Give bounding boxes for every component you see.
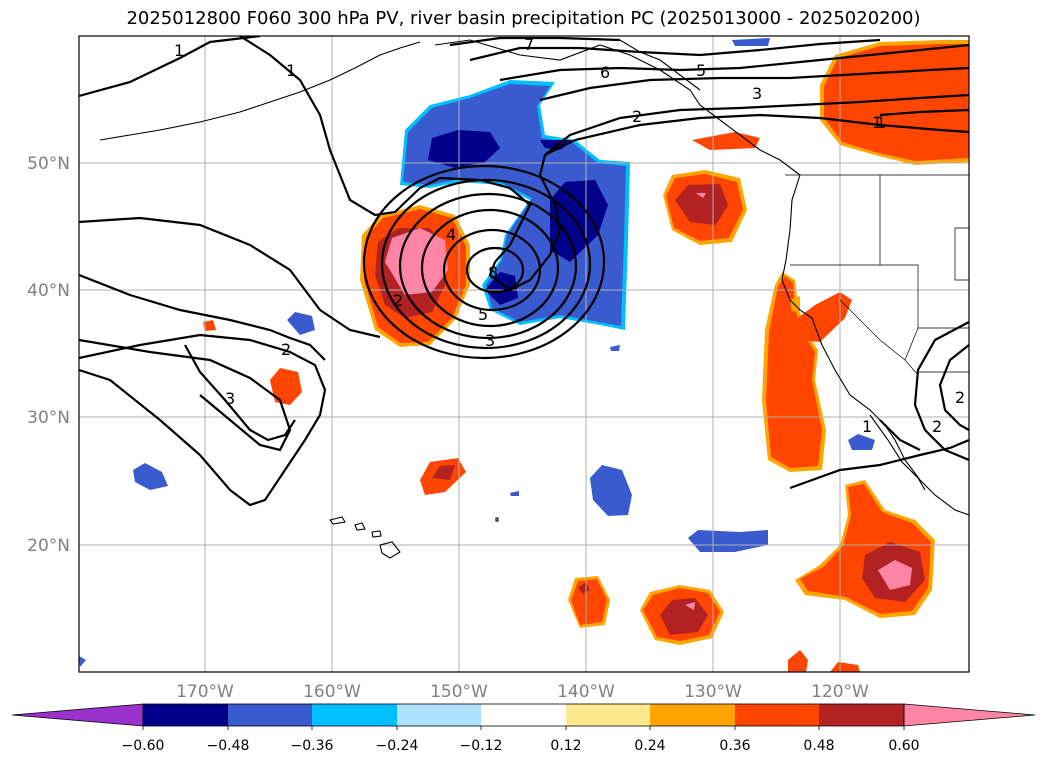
colorbar-tick-label: 0.12 — [550, 738, 581, 754]
colorbar-tick-label: −0.48 — [207, 738, 250, 754]
positive-anomaly-small-7 — [830, 662, 860, 672]
contour-label: 6 — [600, 63, 610, 82]
contour-label: 1 — [872, 113, 882, 132]
lon-label: 160°W — [303, 682, 361, 702]
contour-label: 2 — [955, 388, 965, 407]
colorbar-tick-label: 0.36 — [719, 738, 750, 754]
pv-contours — [79, 36, 969, 507]
positive-anomaly-small-5 — [640, 585, 724, 645]
contour-label: 2 — [632, 107, 642, 126]
map-title: 2025012800 F060 300 hPa PV, river basin … — [126, 8, 921, 29]
contour-label: 5 — [478, 305, 488, 324]
colorbar-segment — [228, 704, 312, 726]
positive-anomaly-central-pacific — [360, 205, 470, 347]
negative-anomaly-alaska — [732, 38, 770, 46]
contour-label: 3 — [485, 331, 495, 350]
positive-anomaly-small-2 — [203, 320, 216, 331]
positive-anomaly-mexico — [795, 480, 935, 618]
colorbar-segment — [819, 704, 904, 726]
lat-label: 50°N — [27, 154, 70, 174]
colorbar-tick-label: −0.60 — [122, 738, 165, 754]
negative-anomaly-small-8 — [79, 656, 86, 667]
colorbar-segment — [397, 704, 481, 726]
colorbar-tick-label: −0.24 — [376, 738, 419, 754]
positive-anomaly-small-6 — [788, 650, 808, 672]
contour-label: 3 — [752, 84, 762, 103]
lon-label: 150°W — [430, 682, 488, 702]
contour-label: 1 — [876, 113, 886, 132]
negative-anomaly-small-3 — [590, 465, 632, 516]
political-borders — [785, 174, 969, 376]
lon-label: 140°W — [557, 682, 615, 702]
colorbar-tick-label: 0.24 — [634, 738, 665, 754]
lat-label: 30°N — [27, 408, 70, 428]
positive-anomaly-california — [762, 272, 852, 472]
positive-anomaly-small-4 — [568, 576, 610, 628]
contour-label: 2 — [393, 291, 403, 310]
contour-label: 5 — [696, 61, 706, 80]
contour-label: 3 — [225, 389, 235, 408]
colorbar-tick-labels: −0.60 −0.48 −0.36 −0.24 −0.12 0.12 0.24 … — [122, 738, 920, 754]
negative-anomaly-small-5 — [848, 434, 875, 450]
lat-label: 40°N — [27, 281, 70, 301]
colorbar-extend-min — [11, 703, 144, 727]
lat-label: 20°N — [27, 536, 70, 556]
colorbar-tick-label: −0.36 — [291, 738, 334, 754]
lon-label: 170°W — [176, 682, 234, 702]
colorbar-segment — [735, 704, 819, 726]
negative-anomaly-small-1 — [287, 312, 315, 335]
negative-anomaly-small-7 — [610, 345, 620, 351]
map-frame — [78, 35, 970, 673]
negative-anomaly-small-4 — [688, 530, 768, 552]
positive-anomaly-small-3 — [420, 458, 466, 495]
contour-label: 2 — [932, 417, 942, 436]
pv-contour-labels: 1 1 1 7 6 5 3 2 1 4 2 8 5 3 2 3 2 1 2 — [174, 35, 965, 436]
negative-anomaly-small-2 — [133, 463, 168, 490]
contour-label: 2 — [281, 340, 291, 359]
colorbar — [11, 703, 1036, 730]
negative-anomaly-small-6 — [510, 491, 519, 496]
precipitation-fill-layer — [79, 38, 969, 672]
contour-label: 1 — [286, 61, 296, 80]
positive-anomaly-small-1 — [270, 368, 302, 405]
contour-label: 1 — [174, 41, 184, 60]
lon-label: 120°W — [811, 682, 869, 702]
contour-label: 4 — [446, 225, 456, 244]
positive-anomaly-bc-coast — [692, 132, 760, 150]
contour-label: 7 — [524, 35, 534, 54]
colorbar-extend-max — [903, 703, 1036, 727]
colorbar-segment — [650, 704, 735, 726]
longitude-labels: 170°W 160°W 150°W 140°W 130°W 120°W — [176, 682, 869, 702]
colorbar-outline — [142, 703, 905, 727]
latitude-labels: 50°N 40°N 30°N 20°N — [27, 154, 70, 556]
colorbar-tick-label: −0.12 — [460, 738, 503, 754]
contour-label: 1 — [862, 417, 872, 436]
lon-label: 130°W — [684, 682, 742, 702]
colorbar-segment — [481, 704, 566, 726]
contour-label: 8 — [488, 263, 498, 282]
positive-anomaly-offshore-oregon — [663, 170, 747, 245]
colorbar-segment — [143, 704, 228, 726]
colorbar-tick-label: 0.48 — [803, 738, 834, 754]
colorbar-segment — [566, 704, 650, 726]
colorbar-segment — [312, 704, 397, 726]
colorbar-tick-label: 0.60 — [888, 738, 919, 754]
